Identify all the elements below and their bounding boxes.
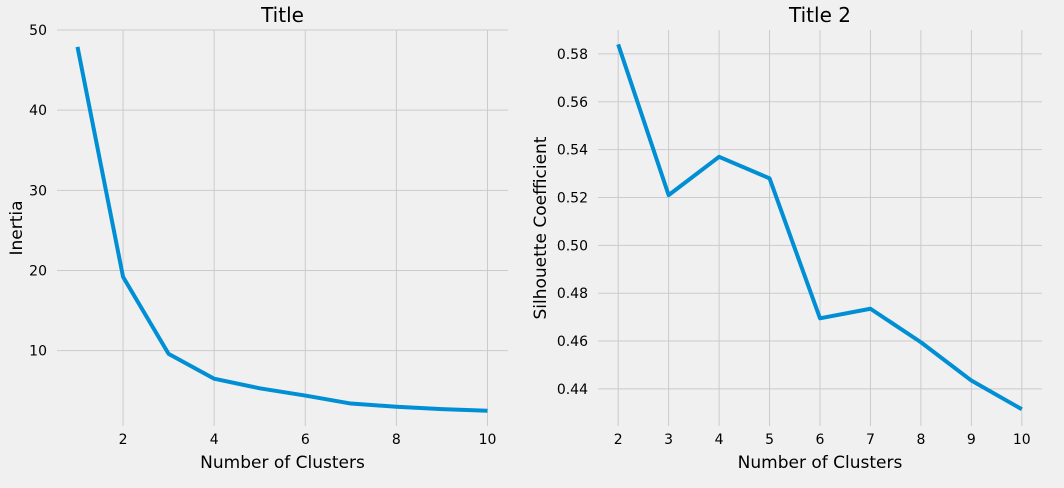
chart-1-y-tick-label: 0.48: [557, 286, 588, 302]
chart-1-x-tick-label: 2: [614, 432, 623, 448]
chart-0-y-tick-label: 30: [29, 183, 47, 199]
chart-1-x-tick-label: 9: [967, 432, 976, 448]
chart-1-x-tick-label: 8: [916, 432, 925, 448]
chart-0-x-tick-label: 10: [479, 432, 497, 448]
chart-0-y-tick-label: 20: [29, 263, 47, 279]
chart-0-y-tick-label: 10: [29, 344, 47, 360]
chart-1-x-tick-label: 6: [816, 432, 825, 448]
chart-1-series-line: [616, 43, 1023, 411]
chart-0-x-axis-label: Number of Clusters: [200, 453, 365, 473]
chart-0-y-tick-label: 50: [29, 23, 47, 39]
chart-0-title: Title: [260, 3, 304, 27]
chart-1-y-axis-label: Silhouette Coefficient: [531, 136, 551, 319]
chart-1-y-tick-label: 0.56: [557, 95, 588, 111]
chart-1-y-tick-label: 0.50: [557, 238, 588, 254]
chart-1-x-axis-label: Number of Clusters: [738, 453, 903, 473]
chart-1-x-tick-label: 4: [715, 432, 724, 448]
chart-1-y-tick-label: 0.46: [557, 334, 588, 350]
chart-0-x-tick-label: 2: [119, 432, 128, 448]
chart-0-x-tick-label: 8: [392, 432, 401, 448]
chart-0-y-tick-label: 40: [29, 103, 47, 119]
chart-0-series-line: [75, 46, 488, 413]
chart-1-x-tick-label: 10: [1013, 432, 1031, 448]
chart-1-x-tick-label: 5: [765, 432, 774, 448]
chart-0-y-axis-label: Inertia: [7, 200, 27, 255]
chart-0-x-tick-label: 4: [210, 432, 219, 448]
silhouette-chart: 2 3 4 5 6 7 8 9 10 0.44 0.46 0.48 0.50 0.52 0.54 0.56 0.…: [531, 3, 1042, 473]
chart-1-x-tick-label: 7: [866, 432, 875, 448]
chart-1-y-tick-label: 0.44: [557, 382, 588, 398]
chart-1-title: Title 2: [788, 3, 851, 27]
chart-1-x-tick-label: 3: [664, 432, 673, 448]
chart-1-y-tick-label: 0.58: [557, 47, 588, 63]
inertia-chart: 2 4 6 8 10 10 20 30 40 50 Title Number of Clusters I…: [7, 3, 508, 473]
chart-1-y-tick-label: 0.52: [557, 190, 588, 206]
chart-1-y-tick-label: 0.54: [557, 143, 588, 159]
chart-0-x-tick-label: 6: [301, 432, 310, 448]
